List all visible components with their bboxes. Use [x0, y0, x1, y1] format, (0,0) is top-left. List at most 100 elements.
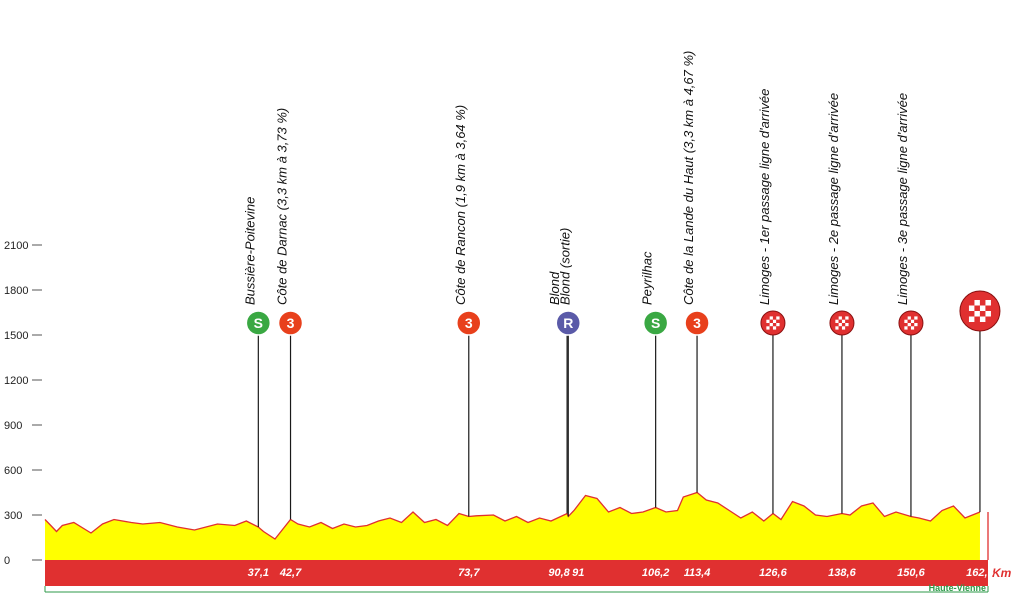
climb-badge-icon: 3: [456, 310, 482, 336]
checker-cell: [904, 319, 908, 323]
checker-cell: [968, 316, 975, 322]
checkered-flag-icon: [760, 310, 786, 336]
km-label: 106,2: [642, 567, 670, 579]
checker-cell: [769, 326, 773, 330]
checker-cell: [974, 311, 980, 317]
sprint-badge-icon: S: [642, 310, 669, 336]
badge-circle: [277, 310, 304, 336]
checker-cell: [985, 316, 991, 322]
sprint-badge-icon: S: [245, 310, 272, 336]
checker-cell: [845, 326, 849, 330]
y-tick-label: 300: [4, 510, 22, 522]
checker-cell: [766, 323, 770, 327]
badge-letter: S: [651, 315, 660, 331]
checker-cell: [835, 316, 839, 320]
km-label: 150,6: [897, 567, 925, 579]
checker-cell: [968, 305, 975, 311]
feed-zone-badge-icon: R: [555, 310, 581, 336]
checker-cell: [914, 326, 918, 330]
badge-circle: [642, 310, 669, 336]
km-label: 138,6: [828, 567, 856, 579]
y-tick-label: 900: [4, 420, 22, 432]
badge-circle: [555, 310, 581, 336]
y-tick-label: 1200: [4, 375, 28, 387]
checker-cell: [841, 326, 846, 330]
checker-cell: [979, 300, 986, 306]
km-label: 126,6: [759, 567, 787, 579]
badge-circle: [245, 310, 272, 336]
checker-cell: [776, 319, 780, 323]
checker-cell: [845, 316, 849, 320]
checker-cell: [985, 300, 991, 306]
checker-cell: [914, 319, 918, 323]
checker-cell: [835, 319, 839, 323]
checker-cell: [776, 323, 780, 327]
checker-cell: [979, 305, 986, 311]
checker-cell: [985, 305, 991, 311]
checker-cell: [979, 316, 986, 322]
waypoint-name: Blond: [547, 271, 562, 305]
y-tick-label: 600: [4, 465, 22, 477]
checker-cell: [838, 319, 842, 323]
km-label: 90,8: [548, 567, 570, 579]
checker-cell: [968, 300, 975, 306]
waypoint-name: Côte de Darnac (3,3 km à 3,73 %): [275, 108, 290, 305]
checker-cell: [769, 323, 773, 327]
checker-cell: [841, 316, 846, 320]
badge-letter: 3: [465, 315, 473, 331]
checker-cell: [772, 316, 777, 320]
checker-cell: [914, 316, 918, 320]
checker-cell: [914, 323, 918, 327]
y-tick-label: 0: [4, 555, 10, 567]
checker-cell: [974, 305, 980, 311]
checker-cell: [766, 316, 770, 320]
km-label: 162,6: [966, 567, 994, 579]
finish-flag-icon: [959, 290, 1001, 332]
km-band-bar: [45, 560, 988, 586]
checker-cell: [907, 326, 911, 330]
checkered-flag-icon: [898, 310, 924, 336]
km-band: Km 37,1 42,7 73,7 90,8 91 106,2 113,4 126,6 138,6…: [45, 560, 1012, 586]
checker-cell: [769, 319, 773, 323]
checker-cell: [845, 323, 849, 327]
checker-cell: [838, 326, 842, 330]
checker-cell: [766, 326, 770, 330]
checker-cell: [907, 316, 911, 320]
checker-cell: [838, 316, 842, 320]
checker-cell: [776, 316, 780, 320]
waypoint-name: Limoges - 3e passage ligne d'arrivée: [895, 93, 910, 305]
checker-cell: [845, 319, 849, 323]
checker-cell: [835, 326, 839, 330]
km-label: 91: [572, 567, 584, 579]
checker-cell: [974, 300, 980, 306]
region-bar: Haute-Vienne: [44, 583, 989, 593]
waypoint-name: Côte de Rancon (1,9 km à 3,64 %): [453, 105, 468, 305]
badge-letter: R: [563, 315, 573, 331]
checker-cell: [974, 316, 980, 322]
climb-badge-icon: 3: [684, 310, 710, 336]
x-unit-label: Km: [992, 566, 1012, 580]
km-label: 73,7: [458, 567, 480, 579]
elevation-line: [44, 491, 981, 540]
badge-letter: 3: [693, 315, 701, 331]
region-label: Haute-Vienne: [929, 583, 986, 593]
checker-cell: [776, 326, 780, 330]
waypoint-name: Limoges - 2e passage ligne d'arrivée: [826, 93, 841, 305]
checker-cell: [904, 323, 908, 327]
checker-cell: [841, 319, 846, 323]
y-axis: 0 300 600 900 1200 1500 1800 2100: [4, 240, 42, 567]
climb-badge-icon: 3: [277, 310, 304, 336]
y-tick-label: 1500: [4, 330, 28, 342]
y-tick-label: 1800: [4, 285, 28, 297]
checker-cell: [910, 319, 915, 323]
elevation-area: [44, 491, 989, 560]
checker-cell: [841, 323, 846, 327]
badge-circle: [456, 310, 482, 336]
waypoint-name: Côte de la Lande du Haut (3,3 km à 4,67 …: [681, 51, 696, 305]
badge-circle: [684, 310, 710, 336]
km-label: 37,1: [248, 567, 269, 579]
checker-cell: [766, 319, 770, 323]
waypoint-name: Blond (sortie): [557, 228, 572, 305]
waypoint-name: Peyrilhac: [640, 251, 655, 305]
km-label: 42,7: [279, 567, 302, 579]
